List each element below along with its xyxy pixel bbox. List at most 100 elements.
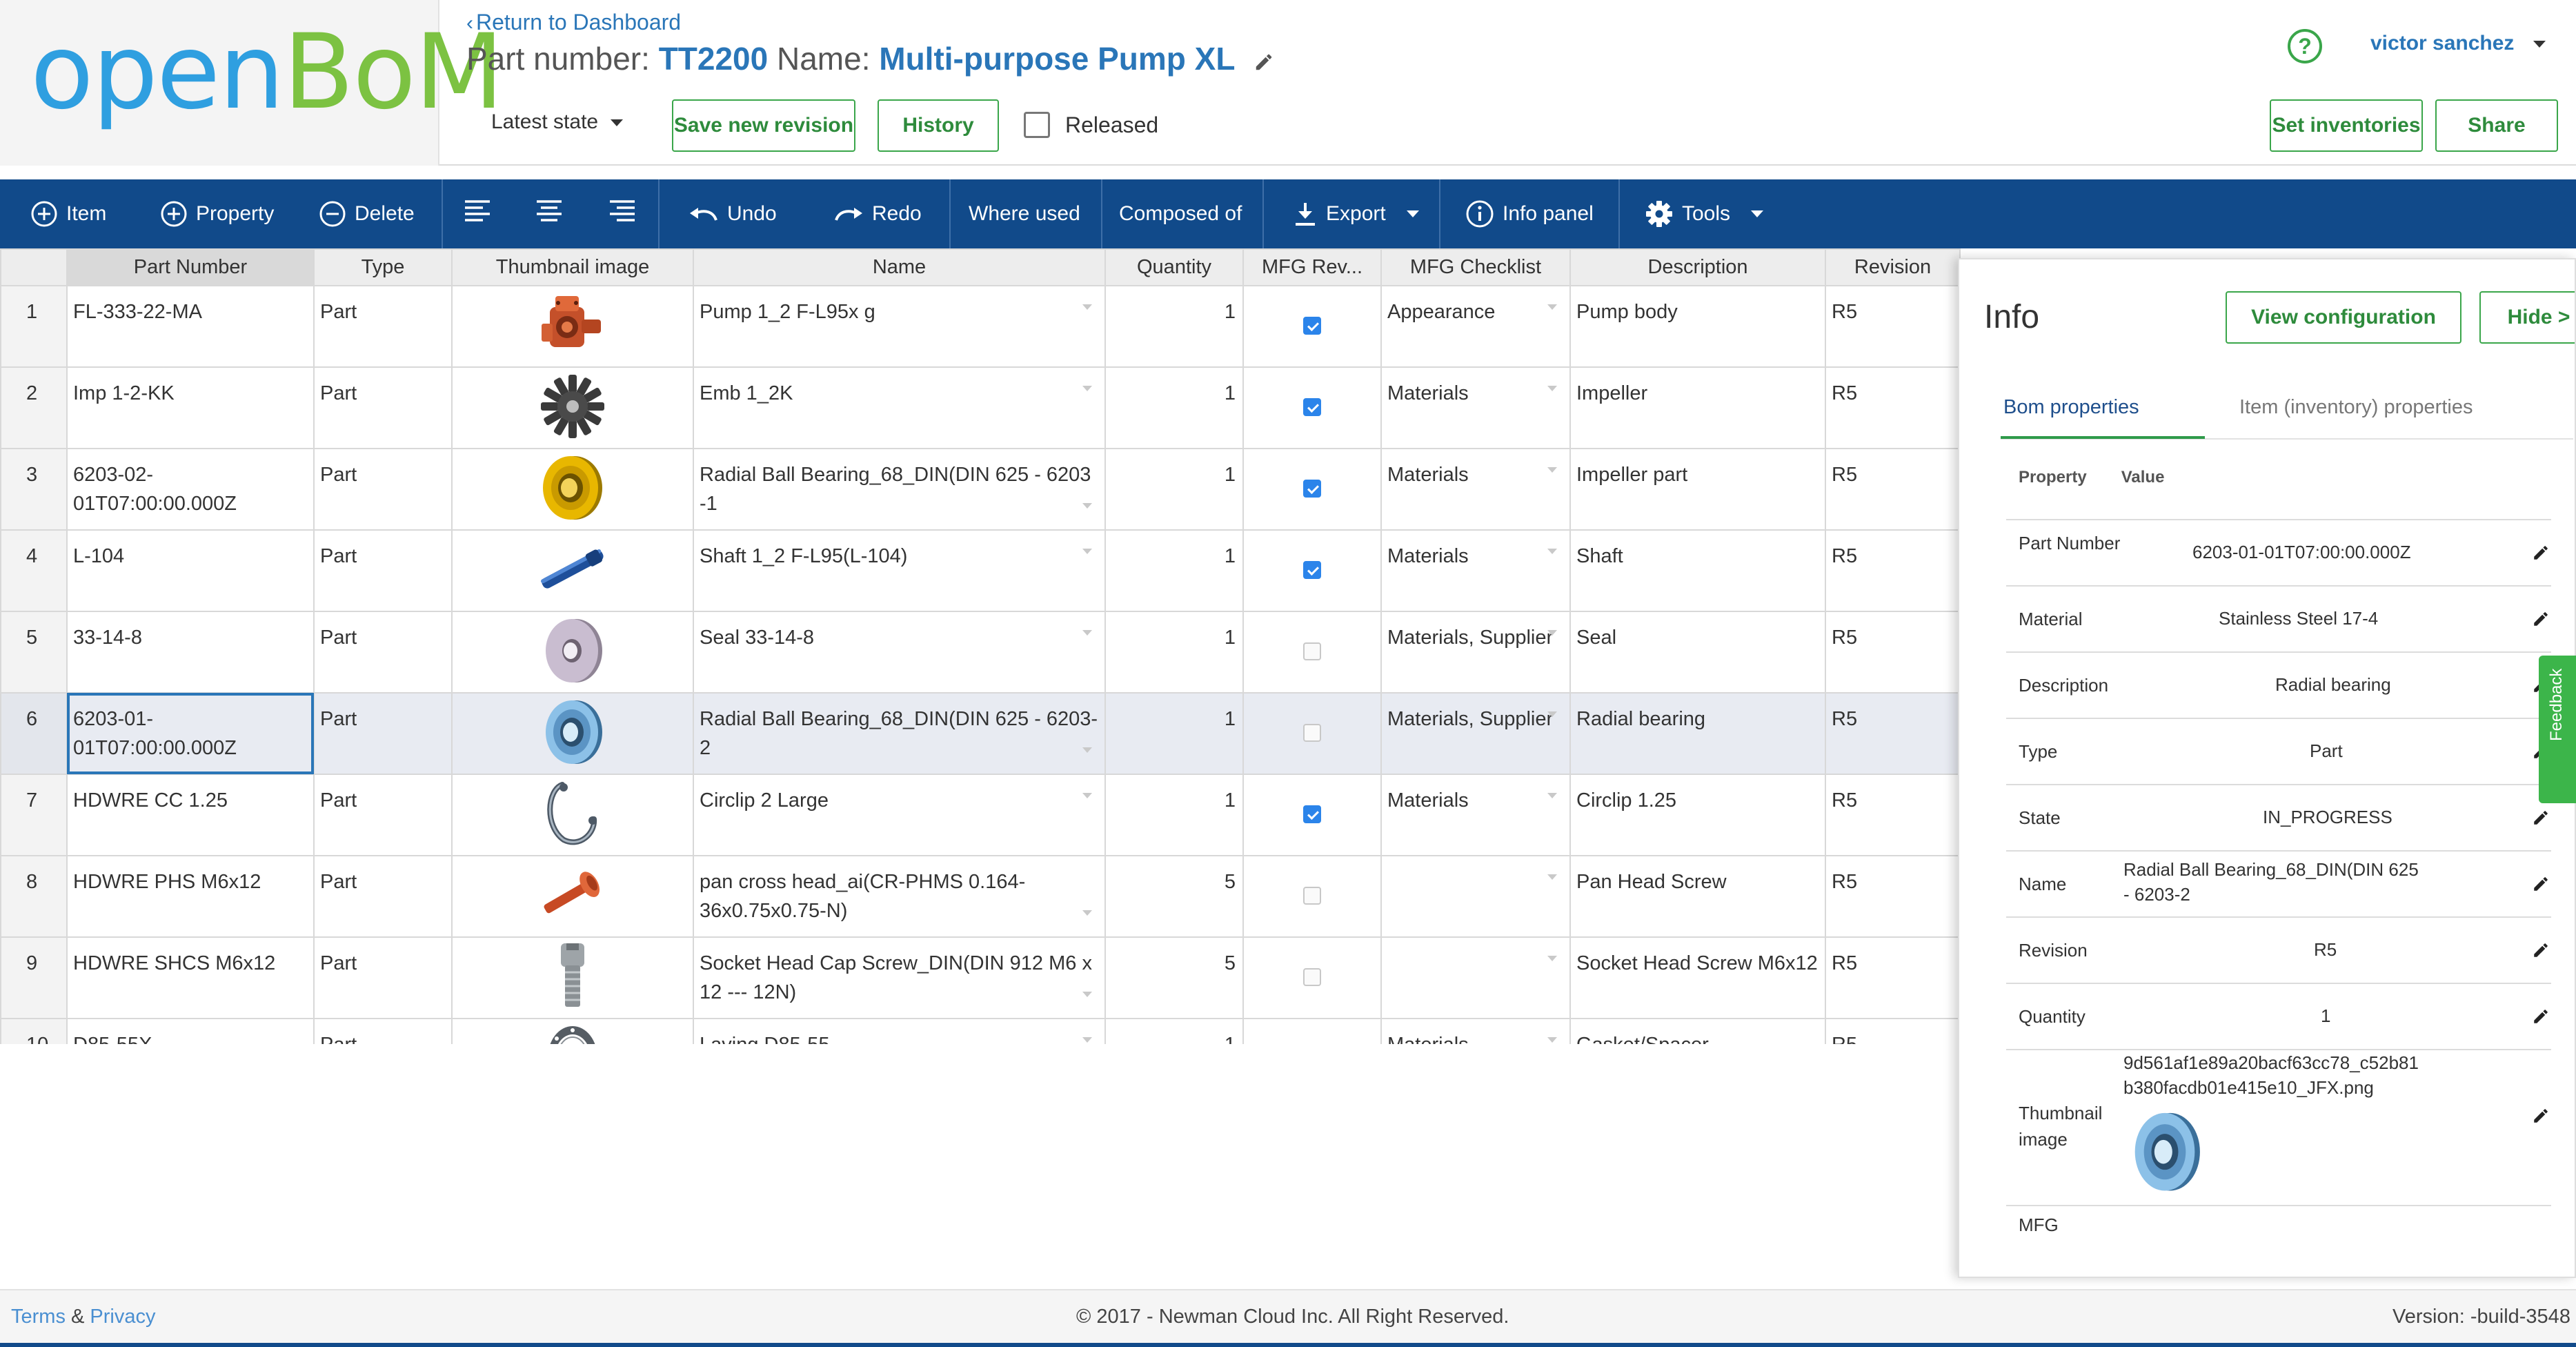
tab-item-inventory-properties[interactable]: Item (inventory) properties: [2239, 396, 2473, 418]
cell-quantity[interactable]: 1: [1104, 366, 1244, 449]
cell-mfg-rev[interactable]: [1242, 366, 1382, 449]
dropdown-arrow-icon[interactable]: [1082, 304, 1092, 310]
state-select[interactable]: Latest state: [491, 110, 624, 134]
dropdown-arrow-icon[interactable]: [1547, 386, 1557, 391]
cell-revision[interactable]: R5: [1825, 774, 1961, 856]
cell-mfg-rev[interactable]: [1242, 448, 1382, 531]
align-center-button[interactable]: [535, 179, 563, 248]
cell-name[interactable]: Radial Ball Bearing_68_DIN(DIN 625 - 620…: [693, 692, 1106, 775]
cell-description[interactable]: Impeller part: [1569, 448, 1826, 531]
return-to-dashboard-link[interactable]: ‹ Return to Dashboard: [466, 10, 682, 35]
cell-quantity[interactable]: 1: [1104, 285, 1244, 368]
cell-quantity[interactable]: 5: [1104, 855, 1244, 938]
cell-part-number[interactable]: FL-333-22-MA: [66, 285, 315, 368]
edit-pencil-icon[interactable]: [2532, 941, 2550, 963]
table-row[interactable]: 1 FL-333-22-MA Part Pump 1_2 F-L95x g 1 …: [0, 285, 1961, 368]
delete-button[interactable]: Delete: [319, 179, 415, 248]
dropdown-arrow-icon[interactable]: [1547, 793, 1557, 798]
terms-link[interactable]: Terms: [11, 1306, 66, 1328]
property-value[interactable]: 1: [2321, 1005, 2331, 1026]
table-row[interactable]: 8 HDWRE PHS M6x12 Part pan cross head_ai…: [0, 855, 1961, 938]
dropdown-arrow-icon[interactable]: [1082, 503, 1092, 509]
edit-name-pencil-icon[interactable]: [1254, 43, 1274, 80]
redo-button[interactable]: Redo: [833, 179, 922, 248]
column-header-name[interactable]: Name: [693, 248, 1106, 286]
cell-name[interactable]: pan cross head_ai(CR-PHMS 0.164-36x0.75x…: [693, 855, 1106, 938]
cell-revision[interactable]: R5: [1825, 285, 1961, 368]
cell-description[interactable]: Shaft: [1569, 529, 1826, 612]
cell-part-number[interactable]: L-104: [66, 529, 315, 612]
dropdown-arrow-icon[interactable]: [1082, 549, 1092, 554]
cell-part-number-active[interactable]: 6203-01-01T07:00:00.000Z: [66, 692, 315, 775]
mfg-rev-checkbox[interactable]: [1303, 480, 1321, 498]
cell-type[interactable]: Part: [313, 774, 453, 856]
cell-mfg-checklist[interactable]: [1380, 855, 1571, 938]
cell-name[interactable]: Socket Head Cap Screw_DIN(DIN 912 M6 x 1…: [693, 936, 1106, 1019]
property-value[interactable]: Part: [2310, 740, 2343, 761]
cell-description[interactable]: Pan Head Screw: [1569, 855, 1826, 938]
cell-thumbnail[interactable]: [451, 855, 694, 938]
cell-thumbnail[interactable]: [451, 611, 694, 694]
composed-of-button[interactable]: Composed of: [1119, 202, 1242, 225]
cell-description[interactable]: Circlip 1.25: [1569, 774, 1826, 856]
column-header-mfg-checklist[interactable]: MFG Checklist: [1380, 248, 1571, 286]
cell-part-number[interactable]: 33-14-8: [66, 611, 315, 694]
cell-part-number[interactable]: HDWRE PHS M6x12: [66, 855, 315, 938]
cell-mfg-rev[interactable]: [1242, 774, 1382, 856]
cell-mfg-checklist[interactable]: Materials, Supplier: [1380, 692, 1571, 775]
feedback-tab[interactable]: Feedback: [2539, 656, 2576, 803]
edit-pencil-icon[interactable]: [2532, 1107, 2550, 1128]
export-menu-button[interactable]: Export: [1293, 179, 1419, 248]
cell-thumbnail[interactable]: [451, 285, 694, 368]
align-left-button[interactable]: [464, 179, 491, 248]
table-row[interactable]: 9 HDWRE SHCS M6x12 Part Socket Head Cap …: [0, 936, 1961, 1019]
mfg-rev-checkbox[interactable]: [1303, 317, 1321, 335]
cell-quantity[interactable]: 1: [1104, 611, 1244, 694]
cell-quantity[interactable]: 1: [1104, 692, 1244, 775]
add-property-button[interactable]: Property: [160, 179, 274, 248]
cell-mfg-rev[interactable]: [1242, 855, 1382, 938]
cell-revision[interactable]: R5: [1825, 936, 1961, 1019]
dropdown-arrow-icon[interactable]: [1547, 1037, 1557, 1043]
dropdown-arrow-icon[interactable]: [1082, 386, 1092, 391]
column-header-quantity[interactable]: Quantity: [1104, 248, 1244, 286]
cell-part-number[interactable]: HDWRE SHCS M6x12: [66, 936, 315, 1019]
history-button[interactable]: History: [878, 99, 999, 152]
property-value[interactable]: Stainless Steel 17-4: [2219, 608, 2379, 629]
hide-info-panel-button[interactable]: Hide >: [2479, 291, 2575, 344]
cell-description[interactable]: Radial bearing: [1569, 692, 1826, 775]
table-row[interactable]: 5 33-14-8 Part Seal 33-14-8 1 Materials,…: [0, 611, 1961, 694]
user-menu[interactable]: victor sanchez: [2370, 32, 2546, 55]
cell-name[interactable]: Radial Ball Bearing_68_DIN(DIN 625 - 620…: [693, 448, 1106, 531]
table-row[interactable]: 4 L-104 Part Shaft 1_2 F-L95(L-104) 1 Ma…: [0, 529, 1961, 612]
property-value[interactable]: 6203-01-01T07:00:00.000Z: [2192, 542, 2411, 562]
cell-mfg-checklist[interactable]: [1380, 936, 1571, 1019]
cell-quantity[interactable]: 5: [1104, 936, 1244, 1019]
cell-revision[interactable]: R5: [1825, 448, 1961, 531]
cell-description[interactable]: Impeller: [1569, 366, 1826, 449]
bearing-thumbnail-preview[interactable]: [2123, 1105, 2206, 1199]
cell-mfg-rev[interactable]: [1242, 285, 1382, 368]
cell-type[interactable]: Part: [313, 529, 453, 612]
table-row[interactable]: 7 HDWRE CC 1.25 Part Circlip 2 Large 1 M…: [0, 774, 1961, 856]
cell-mfg-checklist[interactable]: Materials: [1380, 774, 1571, 856]
privacy-link[interactable]: Privacy: [90, 1306, 156, 1328]
dropdown-arrow-icon[interactable]: [1547, 874, 1557, 880]
mfg-rev-checkbox[interactable]: [1303, 968, 1321, 986]
add-item-button[interactable]: Item: [30, 179, 106, 248]
checkbox-box[interactable]: [1024, 112, 1050, 138]
edit-pencil-icon[interactable]: [2532, 809, 2550, 830]
edit-pencil-icon[interactable]: [2532, 544, 2550, 565]
released-checkbox[interactable]: Released: [1024, 112, 1158, 138]
dropdown-arrow-icon[interactable]: [1547, 467, 1557, 473]
cell-revision[interactable]: R5: [1825, 692, 1961, 775]
cell-thumbnail[interactable]: [451, 692, 694, 775]
cell-thumbnail[interactable]: [451, 774, 694, 856]
cell-description[interactable]: Seal: [1569, 611, 1826, 694]
mfg-rev-checkbox[interactable]: [1303, 724, 1321, 742]
cell-revision[interactable]: R5: [1825, 855, 1961, 938]
edit-pencil-icon[interactable]: [2532, 610, 2550, 631]
cell-name[interactable]: Pump 1_2 F-L95x g: [693, 285, 1106, 368]
cell-revision[interactable]: R5: [1825, 529, 1961, 612]
cell-mfg-checklist[interactable]: Materials: [1380, 529, 1571, 612]
